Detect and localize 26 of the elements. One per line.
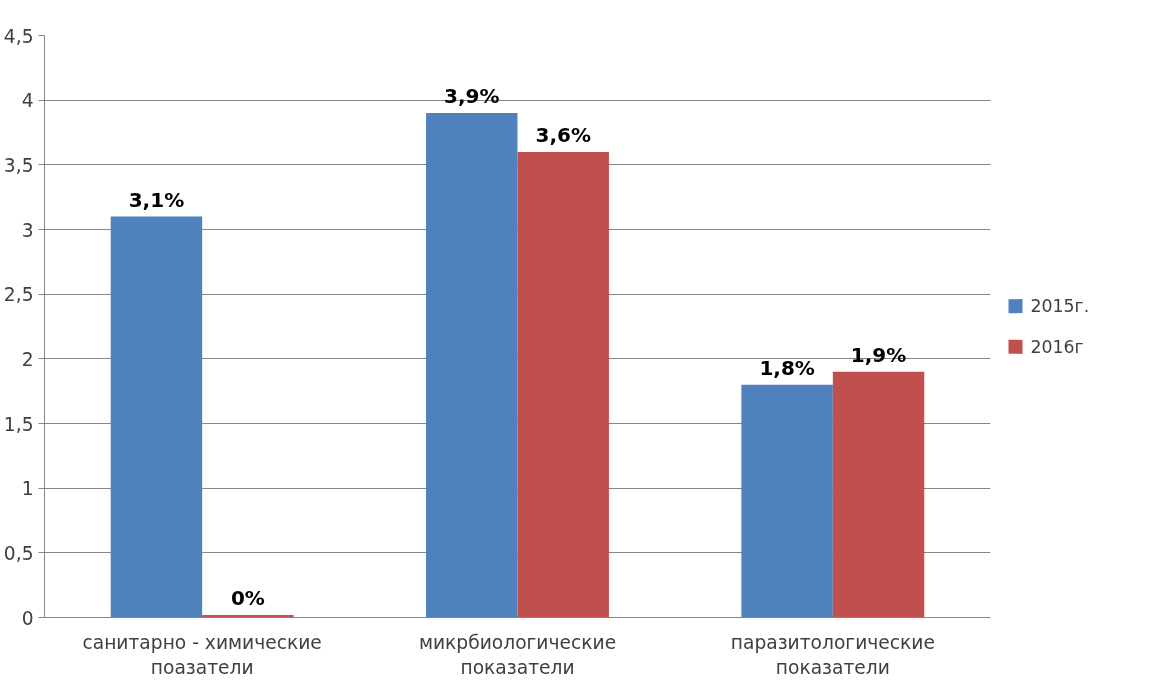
y-tick-label: 3 xyxy=(21,219,34,241)
data-label: 3,1% xyxy=(128,187,185,212)
data-label: 1,9% xyxy=(850,342,907,367)
bar xyxy=(426,113,518,618)
y-tick-label: 2,5 xyxy=(3,284,34,306)
x-tick-label: микрбиологические показатели xyxy=(418,631,617,678)
legend-label: 2015г. xyxy=(1030,296,1090,317)
data-label: 3,9% xyxy=(444,84,500,109)
y-tick-label: 0 xyxy=(21,607,34,629)
bar xyxy=(832,371,925,618)
y-tick-label: 1 xyxy=(21,478,34,500)
y-tick-label: 2 xyxy=(21,348,34,370)
legend-label: 2016г xyxy=(1030,336,1084,357)
y-tick-label: 0,5 xyxy=(3,542,34,564)
data-label: 3,6% xyxy=(535,122,591,147)
y-tick-label: 3,5 xyxy=(3,154,34,176)
data-label: 1,8% xyxy=(759,355,815,380)
x-tick-label: паразитологические показатели xyxy=(730,631,935,678)
y-tick-label: 4,5 xyxy=(3,25,34,47)
bar xyxy=(110,216,203,618)
y-tick-label: 4 xyxy=(21,90,34,112)
x-tick-label: санитарно - химические поазатели xyxy=(82,631,322,678)
data-label: 0% xyxy=(230,585,265,610)
bar xyxy=(741,384,833,618)
bar xyxy=(517,151,609,618)
y-tick-label: 1,5 xyxy=(3,413,34,435)
